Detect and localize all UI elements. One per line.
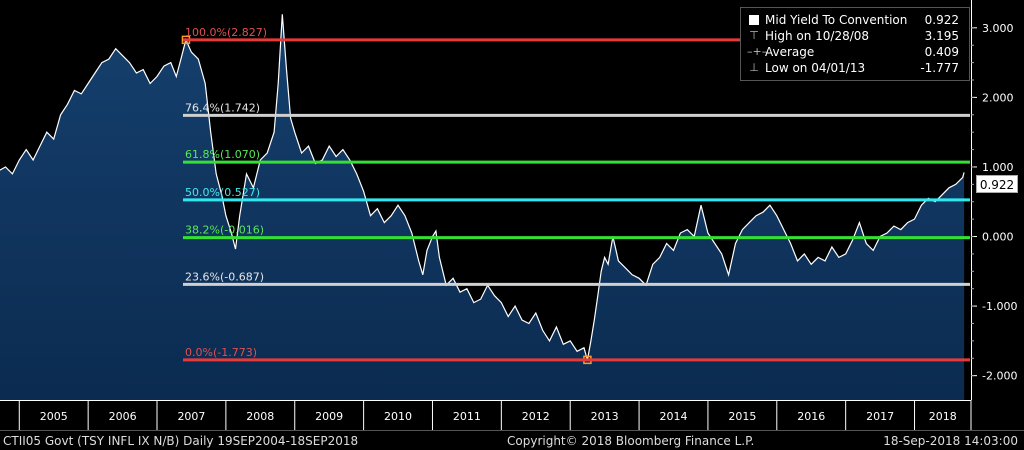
x-tick-label: 2015 bbox=[728, 410, 756, 423]
x-tick-label: 2013 bbox=[591, 410, 619, 423]
legend-value: 3.195 bbox=[924, 29, 959, 43]
legend-value: 0.409 bbox=[924, 45, 959, 59]
legend-row-average: –+– Average 0.409 bbox=[747, 44, 963, 60]
x-tick-label: 2005 bbox=[40, 410, 68, 423]
x-tick-label: 2011 bbox=[453, 410, 481, 423]
x-tick-label: 2007 bbox=[177, 410, 205, 423]
legend-label: Low on 04/01/13 bbox=[765, 61, 866, 75]
low-marker-icon: ⊥ bbox=[749, 61, 759, 74]
legend-row-series: Mid Yield To Convention 0.922 bbox=[747, 12, 963, 28]
legend-row-high: ⊤ High on 10/28/08 3.195 bbox=[747, 28, 963, 44]
x-tick-label: 2006 bbox=[109, 410, 137, 423]
x-tick-label: 2010 bbox=[384, 410, 412, 423]
fibonacci-levels: 100.0%(2.827) 76.4%(1.742) 61.8%(1.070) 50.… bbox=[183, 26, 970, 362]
fib-label: 100.0%(2.827) bbox=[185, 26, 267, 39]
legend-label: Mid Yield To Convention bbox=[765, 13, 908, 27]
y-tick-label: 0.000 bbox=[982, 231, 1014, 244]
x-tick-label: 2018 bbox=[929, 410, 957, 423]
axes: 3.000 2.000 1.000 0.000 -1.000 -2.000 2005 2006… bbox=[0, 0, 1024, 431]
legend-label: Average bbox=[765, 45, 815, 59]
fib-label: 38.2%(-0.016) bbox=[185, 224, 264, 237]
white-square-icon bbox=[749, 15, 759, 25]
x-tick-label: 2016 bbox=[797, 410, 825, 423]
fib-label: 50.0%(0.527) bbox=[185, 186, 260, 199]
legend-value: -1.777 bbox=[920, 61, 959, 75]
fib-label: 23.6%(-0.687) bbox=[185, 270, 264, 283]
fib-label: 0.0%(-1.773) bbox=[185, 346, 257, 359]
average-marker-icon: –+– bbox=[747, 45, 768, 58]
fib-label: 76.4%(1.742) bbox=[185, 101, 260, 114]
x-tick-label: 2008 bbox=[246, 410, 274, 423]
y-tick-label: 3.000 bbox=[982, 22, 1014, 35]
footer-timestamp: 18-Sep-2018 14:03:00 bbox=[883, 434, 1018, 448]
current-value-tag: 0.922 bbox=[976, 175, 1018, 193]
footer-copyright: Copyright© 2018 Bloomberg Finance L.P. bbox=[507, 434, 755, 448]
series-line bbox=[0, 14, 965, 361]
series-area bbox=[0, 14, 965, 400]
legend-value: 0.922 bbox=[924, 13, 959, 27]
x-tick-label: 2014 bbox=[660, 410, 688, 423]
legend: Mid Yield To Convention 0.922 ⊤ High on … bbox=[740, 7, 970, 81]
x-tick-label: 2009 bbox=[315, 410, 343, 423]
legend-row-low: ⊥ Low on 04/01/13 -1.777 bbox=[747, 60, 963, 76]
y-tick-label: -2.000 bbox=[982, 370, 1017, 383]
legend-label: High on 10/28/08 bbox=[765, 29, 870, 43]
y-tick-label: -1.000 bbox=[982, 300, 1017, 313]
x-tick-label: 2017 bbox=[866, 410, 894, 423]
high-marker-icon: ⊤ bbox=[749, 29, 759, 42]
y-tick-label: 2.000 bbox=[982, 91, 1014, 104]
y-tick-label: 1.000 bbox=[982, 161, 1014, 174]
footer-ticker: CTII05 Govt (TSY INFL IX N/B) Daily 19SE… bbox=[3, 434, 359, 448]
fib-label: 61.8%(1.070) bbox=[185, 148, 260, 161]
x-tick-label: 2012 bbox=[522, 410, 550, 423]
